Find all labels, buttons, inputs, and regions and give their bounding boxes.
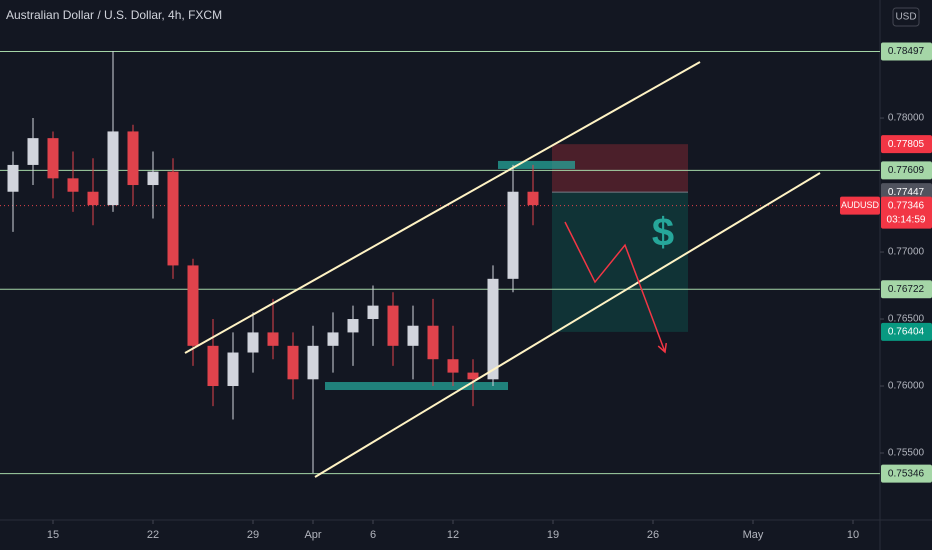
x-tick-label: 19 xyxy=(547,529,559,541)
candle-body xyxy=(387,305,399,346)
candle-body xyxy=(307,345,319,380)
symbol-label: AUDUSD xyxy=(841,200,880,210)
candle-body xyxy=(347,319,359,333)
candle-body xyxy=(47,138,59,179)
level-label-box xyxy=(881,42,932,61)
candle-body xyxy=(187,265,199,346)
candle-body xyxy=(67,178,79,192)
candle-body xyxy=(467,372,479,380)
y-tick-label: 0.76000 xyxy=(888,381,925,392)
trendline xyxy=(184,61,701,354)
candle-body xyxy=(227,352,239,387)
candle-body xyxy=(207,345,219,387)
entry-label-box xyxy=(881,183,932,202)
level-label-box xyxy=(881,161,932,180)
candle-body xyxy=(507,191,519,279)
level-label: 0.75346 xyxy=(888,468,925,479)
last-price-label: 0.77346 xyxy=(888,200,925,211)
level-label: 0.77609 xyxy=(888,165,925,176)
level-label-box xyxy=(881,280,932,299)
x-tick-label: 22 xyxy=(147,529,159,541)
target-label: 0.76404 xyxy=(888,327,925,338)
candle-body xyxy=(167,171,179,266)
entry-label: 0.77447 xyxy=(888,187,925,198)
candle-body xyxy=(247,332,259,353)
x-tick-label: May xyxy=(743,529,764,541)
currency[interactable]: USD xyxy=(895,12,916,23)
arrow-head xyxy=(657,342,668,354)
y-tick-label: 0.78000 xyxy=(888,113,925,124)
stop-label: 0.77805 xyxy=(888,139,925,150)
x-tick-label: 15 xyxy=(47,529,59,541)
level-label: 0.76722 xyxy=(888,284,925,295)
candle-body xyxy=(107,131,119,206)
candle-body xyxy=(327,332,339,346)
countdown: 03:14:59 xyxy=(887,214,926,225)
candle-body xyxy=(87,191,99,206)
projection-path xyxy=(564,221,666,353)
candle-body xyxy=(407,325,419,346)
candle-body xyxy=(27,138,39,165)
candle-body xyxy=(367,305,379,320)
annotation: $ xyxy=(652,211,674,255)
candle-body xyxy=(427,325,439,360)
level-label-box xyxy=(881,464,932,483)
x-tick-label: 6 xyxy=(370,529,376,541)
symbol-box xyxy=(840,196,880,215)
x-tick-label: Apr xyxy=(304,529,321,541)
candle-body xyxy=(267,332,279,346)
candle-body xyxy=(127,131,139,186)
target-zone xyxy=(552,192,688,332)
candle-body xyxy=(527,191,539,206)
stop-label-box xyxy=(881,135,932,154)
y-tick-label: 0.75500 xyxy=(888,448,925,459)
trendline xyxy=(314,172,821,478)
level-label: 0.78497 xyxy=(888,46,925,57)
target-label-box xyxy=(881,322,932,341)
last-price-box xyxy=(881,196,932,229)
candle-body xyxy=(147,171,159,186)
x-tick-label: 26 xyxy=(647,529,659,541)
candle-body xyxy=(7,164,19,192)
x-tick-label: 10 xyxy=(847,529,859,541)
y-tick-label: 0.76500 xyxy=(888,314,925,325)
candle-body xyxy=(487,278,499,380)
x-tick-label: 12 xyxy=(447,529,459,541)
candle-body xyxy=(447,359,459,373)
zone xyxy=(498,160,575,169)
zone xyxy=(325,382,508,391)
y-tick-label: 0.77000 xyxy=(888,247,925,258)
currency-box[interactable] xyxy=(892,7,920,27)
chart-title: Australian Dollar / U.S. Dollar, 4h, FXC… xyxy=(6,8,222,22)
x-tick-label: 29 xyxy=(247,529,259,541)
candle-body xyxy=(287,345,299,380)
